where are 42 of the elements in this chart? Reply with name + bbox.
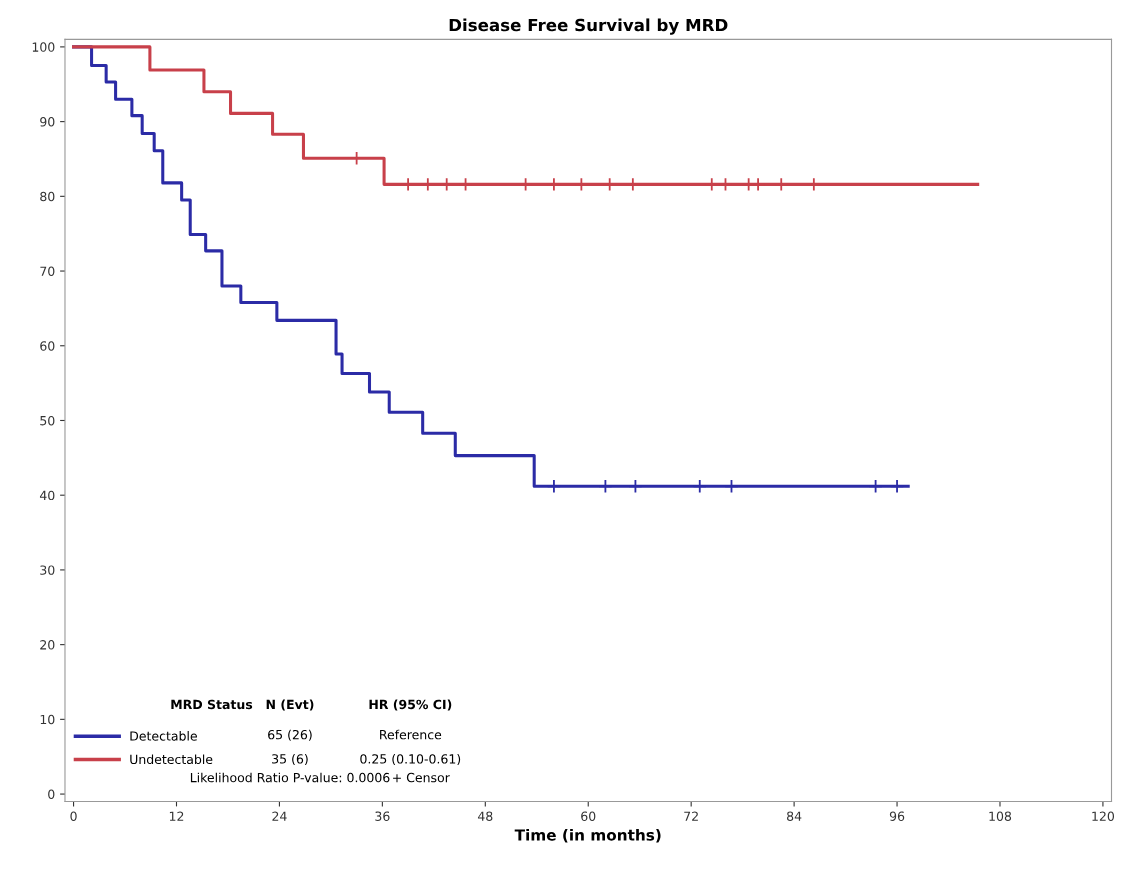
y-tick-label: 20 bbox=[40, 640, 55, 650]
annotation: Reference bbox=[380, 729, 442, 740]
x-tick-label: 24 bbox=[272, 811, 287, 821]
annotation: Likelihood Ratio P-value: 0.0006 bbox=[190, 772, 390, 783]
y-tick-label: 40 bbox=[39, 490, 55, 501]
point bbox=[598, 479, 613, 494]
annotation: MRD Status bbox=[171, 699, 253, 710]
x-tick-label: 48 bbox=[477, 811, 493, 821]
x-tick-label: 120 bbox=[1092, 811, 1115, 821]
x-tick-label: 60 bbox=[581, 811, 596, 821]
legend-label: Detectable bbox=[130, 731, 197, 741]
point bbox=[724, 479, 739, 494]
annotation: 35 (6) bbox=[272, 753, 308, 766]
x-axis-title: Time (in months) bbox=[514, 828, 661, 843]
legend-label: Undetectable bbox=[130, 754, 213, 765]
y-tick-label: 10 bbox=[40, 714, 55, 725]
x-tick-label: 96 bbox=[889, 811, 905, 821]
y-tick-label: 0 bbox=[48, 789, 55, 799]
annotation: HR (95% CI) bbox=[369, 699, 452, 711]
y-tick-label: 90 bbox=[40, 117, 55, 127]
chart-title: Disease Free Survival by MRD bbox=[449, 18, 728, 35]
point bbox=[628, 479, 643, 494]
x-tick-label: 84 bbox=[787, 811, 802, 821]
y-tick-label: 60 bbox=[40, 341, 55, 351]
annotation: N (Evt) bbox=[266, 699, 314, 711]
point bbox=[868, 479, 883, 494]
y-tick-label: 30 bbox=[40, 565, 55, 575]
y-tick-label: 70 bbox=[40, 266, 55, 276]
point bbox=[889, 479, 905, 494]
x-tick-label: 12 bbox=[169, 811, 184, 821]
annotation: 0.25 (0.10-0.61) bbox=[360, 753, 461, 766]
y-tick-label: 80 bbox=[40, 191, 55, 202]
point bbox=[692, 479, 707, 494]
y-tick-label: 50 bbox=[40, 415, 55, 426]
x-tick-label: 72 bbox=[684, 811, 698, 821]
annotation: + Censor bbox=[393, 772, 450, 783]
x-tick-label: 36 bbox=[375, 811, 390, 821]
annotation: 65 (26) bbox=[268, 729, 312, 741]
x-tick-label: 108 bbox=[989, 811, 1012, 821]
x-tick-label: 0 bbox=[70, 811, 77, 821]
y-tick-label: 100 bbox=[32, 42, 55, 52]
point bbox=[546, 479, 562, 494]
